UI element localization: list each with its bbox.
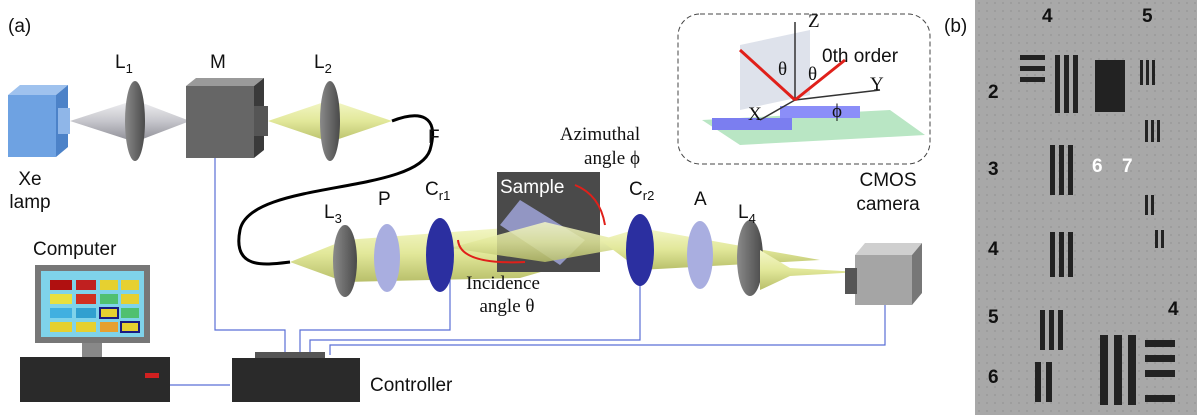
p-label: P [378,189,391,210]
m-label: M [210,52,226,73]
target-label: 6 [1092,156,1103,177]
target-label: 4 [1168,299,1179,320]
cr2-label: Cr2 [629,179,654,203]
inset-angle: θ [808,64,817,85]
label-base: L [115,52,126,73]
label-sub: 1 [126,61,133,76]
target-label: 4 [1042,6,1053,27]
inset-axis: Z [808,11,820,32]
compensator [426,218,454,292]
l1-label: L1 [115,52,133,76]
inset-angle: θ [778,59,787,80]
target-label: 3 [988,159,999,180]
label-base: L [738,202,749,223]
controller-label: Controller [370,375,453,396]
label-sub: 2 [325,61,332,76]
panel-label: (b) [944,16,967,37]
label-base: L [314,52,325,73]
lens [737,220,763,296]
figure: (a) Xe lamp L1 M L2 F Sample [0,0,1197,415]
xe-lamp [8,85,70,157]
target-label: 7 [1122,156,1133,177]
cr1-label: Cr1 [425,179,450,203]
label-sub: 4 [749,211,756,226]
label-sub: r2 [643,188,655,203]
xe-label: lamp [9,192,50,213]
inset-axis: X [748,104,762,125]
target-label: 2 [988,82,999,103]
l3-label: L3 [324,202,342,226]
polarizer [374,224,400,292]
target-label: 5 [988,307,999,328]
target-label: 4 [988,239,999,260]
target-label: 6 [988,367,999,388]
f-label: F [428,127,440,148]
lens [125,81,145,161]
label-base: C [425,179,439,200]
azimuthal-label: Azimuthal [560,124,640,145]
a-label: A [694,189,707,210]
computer-label: Computer [33,239,117,260]
label-base: L [324,202,335,223]
inset-angle: ϕ [832,101,842,122]
inset-axis: Y [870,74,884,95]
label-sub: r1 [439,188,451,203]
l2-label: L2 [314,52,332,76]
azimuthal-label: angle ϕ [584,148,640,169]
target-label: 5 [1142,6,1153,27]
computer [20,265,170,402]
panel-label: (a) [8,16,31,37]
controller [232,352,360,402]
inset-order: 0th order [822,46,899,67]
cmos-label: CMOS [860,170,917,191]
compensator [626,214,654,286]
incidence-label: angle θ [480,296,535,317]
label-sub: 3 [335,211,342,226]
lens [320,81,340,161]
label-base: C [629,179,643,200]
sample-label: Sample [500,177,564,198]
incidence-label: Incidence [466,273,540,294]
cmos-label: camera [856,194,920,215]
monochromator [186,78,268,158]
camera [845,243,922,305]
xe-label: Xe [18,169,41,190]
inset [678,14,930,164]
lens [333,225,357,297]
l4-label: L4 [738,202,756,226]
analyzer [687,221,713,289]
resolution-target [975,0,1197,415]
